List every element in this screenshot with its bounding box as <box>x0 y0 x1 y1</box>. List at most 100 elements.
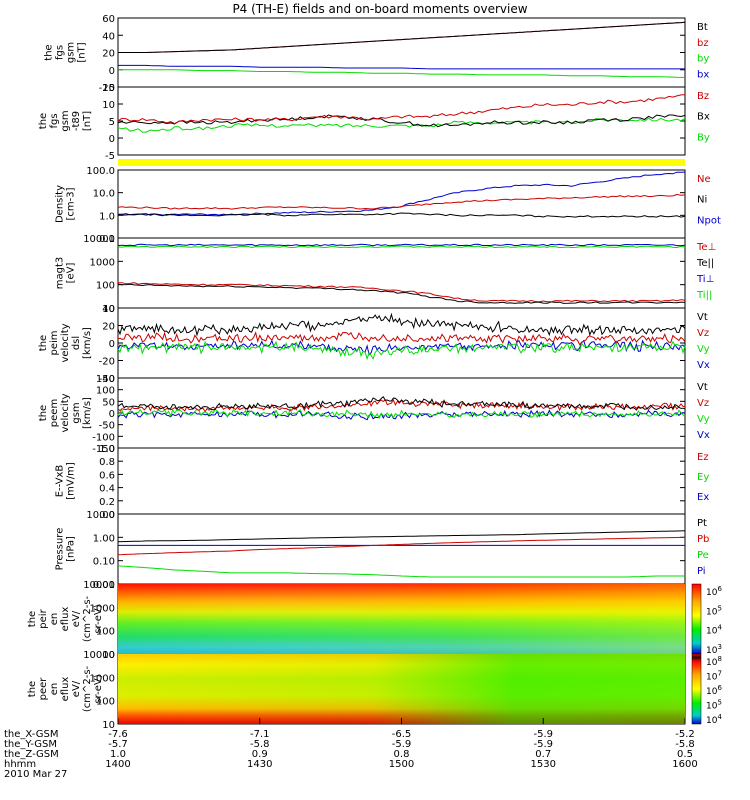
y-tick-label: 0.01 <box>93 580 115 591</box>
colorbar-label-base: 10 <box>706 646 718 656</box>
y-tick-label: 0 <box>109 409 115 420</box>
y-tick-label: 20 <box>102 49 115 60</box>
y-tick-label: 100.0 <box>86 166 115 177</box>
panel-1: thefgsgsm[nT] 60 40 20 0 -20 Bt bz by bx <box>44 14 710 94</box>
y-axis-label: thefgsgsm[nT] <box>44 42 88 63</box>
series-line-Ne <box>117 193 686 210</box>
y-axis-label-line: [nT] <box>77 42 88 62</box>
date-label: 2010 Mar 27 <box>4 769 67 780</box>
y-tick-label: 1.0 <box>99 444 115 455</box>
colorbar-label-exp: 6 <box>717 684 722 692</box>
series-line-Ni <box>117 212 686 218</box>
y-axis-label: Density[cm-3] <box>55 185 77 223</box>
colorbar-label-base: 10 <box>706 702 718 712</box>
x-row-label: the_Y-GSM <box>4 739 57 750</box>
colorbar-label: 103 <box>706 643 722 656</box>
y-tick-label: 40 <box>102 304 115 315</box>
legend-Ne: Ne <box>697 174 711 185</box>
y-axis-label-line: eflux <box>60 677 71 702</box>
y-axis-label-line: the <box>44 44 55 60</box>
panel-8: Pressure[nPa] 10.00 1.00 0.10 0.01 Pt Pb Pe Pi <box>55 510 710 591</box>
y-tick-label: 10.00 <box>86 510 115 521</box>
y-tick-label: 15 <box>102 83 115 94</box>
colorbar-label-exp: 4 <box>717 624 722 632</box>
y-axis-label-line: en <box>49 683 60 696</box>
legend-Pi: Pi <box>697 566 706 577</box>
y-tick-label: 10 <box>102 100 115 111</box>
series-line-Bz <box>117 94 686 125</box>
series-line-Vy <box>117 407 686 420</box>
y-tick-label: 0.8 <box>99 457 115 468</box>
y-axis-label-line: Pressure <box>55 528 66 571</box>
series-line-Te|| <box>117 283 686 304</box>
series-line-bz <box>118 21 686 53</box>
panel-frame <box>117 307 686 379</box>
y-tick-label: 150 <box>96 374 115 385</box>
x-row-label: the_X-GSM <box>4 729 58 740</box>
y-axis-label-line: the <box>38 113 49 129</box>
colorbar-label-base: 10 <box>706 687 718 697</box>
legend-Vy: Vy <box>697 414 710 425</box>
figure-title: P4 (TH-E) fields and on-board moments ov… <box>232 2 527 16</box>
x-row-value: -7.1 <box>250 729 270 740</box>
legend-Pb: Pb <box>697 534 709 545</box>
colorbar-label-exp: 8 <box>717 655 721 663</box>
y-axis-label-line: the <box>38 335 49 351</box>
y-axis-label: thepeemvelocitygsm[km/s] <box>38 393 93 432</box>
y-axis-label: thepeerenefluxeV/(cm^2-s-sr-eV) <box>27 665 104 712</box>
legend-Te||: Te|| <box>696 258 714 269</box>
x-row-value: -7.6 <box>108 729 128 740</box>
y-axis-label-line: dsl <box>71 336 82 350</box>
x-row-value: -5.8 <box>250 739 270 750</box>
series-line-Vx <box>117 409 686 421</box>
y-axis-label: E--VxB[mV/m] <box>55 462 77 500</box>
x-row-label: hhmm <box>4 759 36 770</box>
y-tick-label: -50 <box>99 421 115 432</box>
y-axis-label-line: [mV/m] <box>66 462 77 500</box>
y-axis-label: thepeimvelocitydsl[km/s] <box>38 323 93 362</box>
legend-Ex: Ex <box>697 492 709 503</box>
legend-Te⊥: Te⊥ <box>696 242 716 253</box>
legend-Bt: Bt <box>697 22 708 33</box>
ion-spectrogram <box>118 584 685 654</box>
y-axis-label-line: peem <box>49 399 60 427</box>
panel-6: thepeemvelocitygsm[km/s]150100500-50-100… <box>38 374 710 455</box>
y-tick-label: 1.00 <box>93 533 115 544</box>
y-tick-label: 0 <box>109 66 115 77</box>
series-line-Bx <box>117 114 686 128</box>
y-tick-label: 20 <box>102 322 115 333</box>
y-tick-label: -100 <box>92 432 115 443</box>
y-tick-label: 1000 <box>90 673 115 684</box>
y-tick-label: 0.2 <box>99 497 115 508</box>
series-line-by <box>118 69 686 78</box>
colorbar-label: 108 <box>706 655 722 668</box>
y-axis-label: thepeirenefluxeV/(cm^2-s-sr-eV) <box>27 595 104 642</box>
y-tick-label: 1000 <box>90 257 115 268</box>
colorbar-label-base: 10 <box>706 607 718 617</box>
series-line-Vz <box>117 331 686 346</box>
panel-2: thefgsgsm-t89[nT] 15 10 5 0 -5 Bz Bx By <box>38 83 710 162</box>
panel-frame <box>117 169 686 239</box>
series-line-By <box>117 117 686 133</box>
y-tick-label: 0.0 <box>99 510 115 521</box>
x-row-value: -5.8 <box>675 739 695 750</box>
panel-5: thepeimvelocitydsl[km/s] 40 20 0 -20 -40 Vt Vz V… <box>38 304 710 385</box>
panel-frame <box>117 447 686 515</box>
y-tick-label: -20 <box>99 83 115 94</box>
legend-Ti||: Ti|| <box>696 290 712 301</box>
y-tick-label: 0.6 <box>99 470 115 481</box>
legend-Ez: Ez <box>697 452 709 463</box>
x-row-value: -5.9 <box>392 739 412 750</box>
y-tick-label: 100 <box>96 281 115 292</box>
y-axis-label-line: [nT] <box>82 111 93 131</box>
y-tick-label: -20 <box>99 357 115 368</box>
y-axis-label-line: velocity <box>60 323 71 362</box>
colorbar-label-exp: 4 <box>717 713 722 721</box>
legend-Ti⊥: Ti⊥ <box>696 274 714 285</box>
y-tick-label: 5 <box>109 117 115 128</box>
electron-colorbar <box>691 653 702 725</box>
legend-bz: bz <box>697 38 709 49</box>
y-axis-label-line: eV/ <box>71 610 82 627</box>
